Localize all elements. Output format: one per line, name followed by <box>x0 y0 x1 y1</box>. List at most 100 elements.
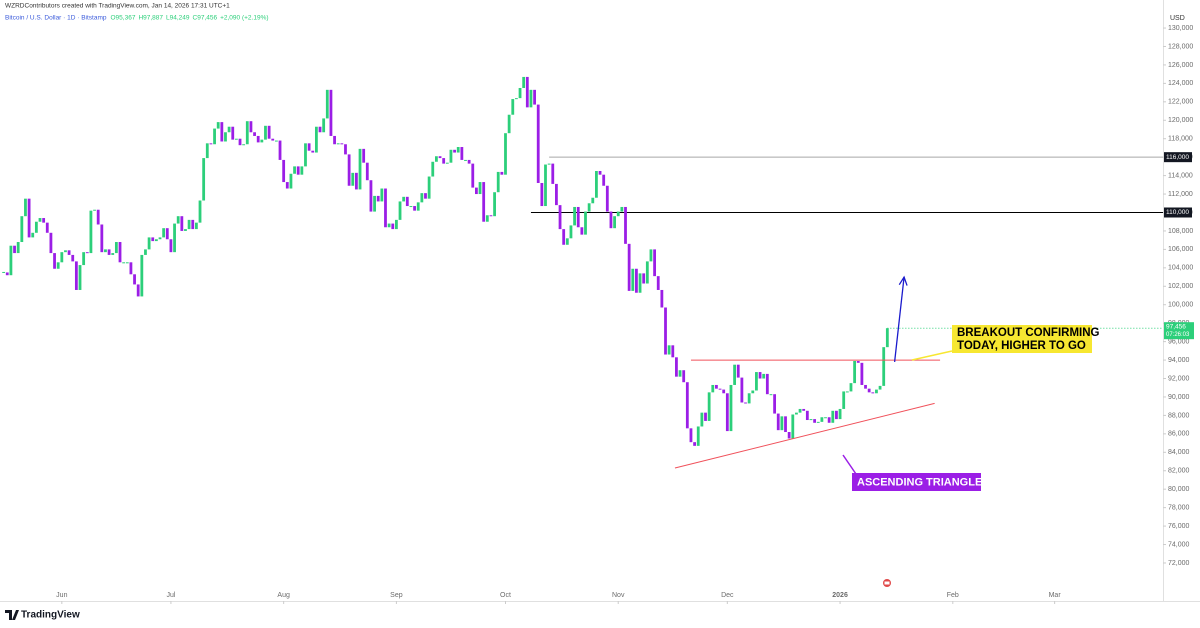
y-tick-label: 96,000 <box>1168 338 1190 345</box>
brand-logo: TradingView <box>5 610 80 621</box>
candle-body <box>464 159 467 161</box>
candle-body <box>773 394 777 414</box>
callout-box <box>952 325 1092 353</box>
candle-body <box>85 252 89 254</box>
candle-body <box>591 197 595 204</box>
candle-body <box>271 138 275 141</box>
attribution: WZRDContributors created with TradingVie… <box>5 3 230 10</box>
candle-body <box>729 384 733 432</box>
candle-body <box>409 206 413 208</box>
y-tick-label: 76,000 <box>1168 523 1190 530</box>
candle-body <box>500 171 504 175</box>
currency: USD <box>1170 15 1185 22</box>
x-tick-label: Oct <box>500 592 511 599</box>
candle-body <box>849 383 853 392</box>
candle-body <box>125 262 129 264</box>
candle-body <box>798 408 802 413</box>
candle-body <box>456 147 460 153</box>
candle-body <box>813 419 817 423</box>
callout-connector <box>911 350 953 361</box>
candle-body <box>725 393 729 432</box>
candle-body <box>544 164 547 207</box>
candle-body <box>875 389 878 394</box>
candle-body <box>453 149 456 153</box>
candle-body <box>53 253 56 269</box>
y-tick-label: 82,000 <box>1168 468 1190 475</box>
candle-body <box>169 239 173 253</box>
candle-body <box>82 252 86 266</box>
candle-body <box>595 170 598 198</box>
candle-body <box>13 245 16 254</box>
y-tick-label: 100,000 <box>1168 302 1193 309</box>
ohlc-label: C97,456 <box>193 15 218 22</box>
candle-body <box>460 147 464 160</box>
logo-icon <box>5 610 19 620</box>
candle-body <box>871 392 875 394</box>
candle-body <box>296 166 300 175</box>
candle-body <box>49 232 53 254</box>
event-icon-inner <box>884 581 890 585</box>
y-tick-label: 94,000 <box>1168 357 1190 364</box>
candle-body <box>289 173 293 189</box>
candle-body <box>515 98 518 100</box>
candle-body <box>645 261 649 284</box>
candle-body <box>689 428 693 443</box>
candle-body <box>664 307 667 355</box>
candle-body <box>96 209 100 225</box>
level-label-box <box>1164 152 1192 163</box>
candle-body <box>31 232 35 238</box>
candle-body <box>376 195 380 202</box>
candle-body <box>475 187 478 195</box>
candle-body <box>329 89 333 136</box>
candle-body <box>776 413 780 431</box>
candle-body <box>762 373 766 379</box>
candle-body <box>605 185 609 212</box>
candle-body <box>202 158 206 201</box>
y-tick-label: 112,000 <box>1168 191 1193 198</box>
y-tick-label: 72,000 <box>1168 560 1190 567</box>
candle-body <box>424 193 427 199</box>
last-price-label: 97,456 <box>1166 323 1186 330</box>
candle-body <box>438 156 442 159</box>
candle-body <box>780 416 784 431</box>
candle-body <box>482 182 486 222</box>
candle-body <box>391 223 395 230</box>
candle-body <box>678 370 682 377</box>
candle-body <box>285 182 289 189</box>
candle-body <box>369 180 373 212</box>
candle-body <box>693 442 696 446</box>
candle-body <box>838 408 842 420</box>
candle-body <box>511 99 515 115</box>
candle-body <box>504 133 507 175</box>
candle-body <box>616 211 620 217</box>
candle-body <box>162 228 166 238</box>
candle-body <box>722 389 726 394</box>
candle-body <box>558 205 562 230</box>
callout-text: BREAKOUT CONFIRMING <box>957 327 1100 339</box>
candle-body <box>45 222 49 233</box>
candle-body <box>136 284 140 297</box>
candle-body <box>885 328 889 348</box>
candle-body <box>751 390 755 394</box>
candle-body <box>609 211 613 229</box>
y-tick-label: 128,000 <box>1168 43 1193 50</box>
candle-body <box>322 118 326 133</box>
candle-body <box>420 193 424 203</box>
level-label: 110,000 <box>1166 209 1189 216</box>
candle-body <box>562 229 566 245</box>
x-tick-label: Jul <box>166 592 175 599</box>
candle-body <box>5 272 9 276</box>
candle-body <box>522 76 526 88</box>
candle-body <box>333 135 336 145</box>
candle-body <box>260 139 264 143</box>
candle-body <box>314 126 318 153</box>
candle-body <box>529 89 533 108</box>
candle-body <box>304 143 307 167</box>
candle-body <box>394 219 398 230</box>
candle-body <box>867 388 871 393</box>
callout-connector <box>842 454 857 475</box>
candle-body <box>234 138 238 140</box>
candle-body <box>213 128 216 145</box>
candle-body <box>638 273 642 293</box>
